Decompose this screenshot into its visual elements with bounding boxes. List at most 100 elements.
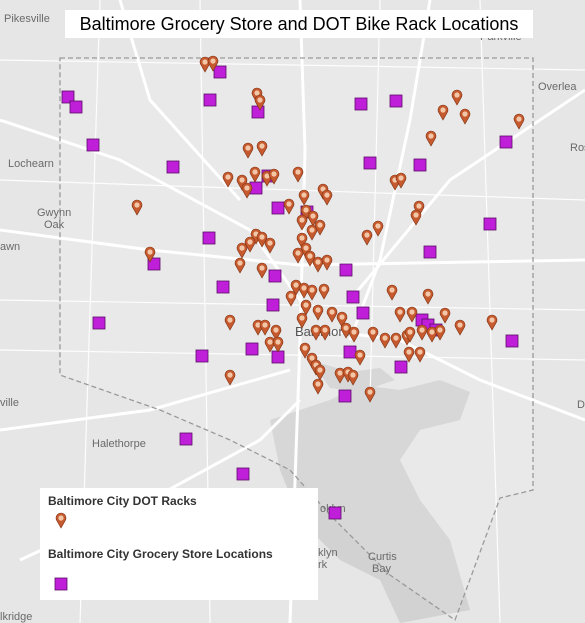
- rack-marker: [486, 314, 498, 331]
- place-label: Bay: [372, 563, 391, 575]
- rack-pin-center: [310, 213, 316, 219]
- rack-pin-center: [299, 217, 305, 223]
- rack-pin-center: [357, 352, 363, 358]
- rack-marker: [372, 220, 384, 237]
- legend-box: [40, 488, 318, 600]
- rack-pin-center: [227, 317, 233, 323]
- grocery-marker: [251, 105, 265, 119]
- grocery-marker: [203, 93, 217, 107]
- rack-pin-center: [259, 265, 265, 271]
- rack-pin-center: [239, 245, 245, 251]
- rack-pin-center: [202, 59, 208, 65]
- city-boundary: [59, 57, 534, 622]
- rack-pin-center: [273, 327, 279, 333]
- rack-pin-center: [210, 58, 216, 64]
- grocery-marker: [216, 280, 230, 294]
- rack-marker: [321, 254, 333, 271]
- rack-marker: [513, 113, 525, 130]
- legend-grocery-icon: [54, 577, 68, 591]
- rack-pin-center: [489, 317, 495, 323]
- rack-pin-center: [245, 145, 251, 151]
- rack-marker: [300, 242, 312, 259]
- rack-pin-center: [457, 322, 463, 328]
- rack-marker: [314, 364, 326, 381]
- rack-pin-center: [442, 310, 448, 316]
- rack-marker: [307, 210, 319, 227]
- rack-pin-center: [440, 107, 446, 113]
- place-label: Gwynn: [37, 207, 71, 219]
- grocery-marker: [268, 269, 282, 283]
- rack-marker: [318, 283, 330, 300]
- rack-pin-center: [303, 302, 309, 308]
- grocery-marker: [483, 217, 497, 231]
- rack-pin-center: [259, 234, 265, 240]
- grocery-marker: [354, 97, 368, 111]
- rack-marker: [224, 314, 236, 331]
- grocery-marker: [266, 298, 280, 312]
- rack-marker: [403, 346, 415, 363]
- grocery-marker: [328, 506, 342, 520]
- rack-pin-center: [370, 329, 376, 335]
- rack-pin-center: [309, 355, 315, 361]
- rack-layer: [131, 55, 525, 403]
- rack-marker: [268, 168, 280, 185]
- road: [0, 368, 291, 432]
- rack-marker: [425, 130, 437, 147]
- rack-marker: [321, 189, 333, 206]
- grocery-marker: [245, 342, 259, 356]
- rack-marker: [434, 324, 446, 341]
- legend-rack-icon: [55, 512, 67, 529]
- rack-pin-center: [364, 232, 370, 238]
- rack-pin-center: [225, 174, 231, 180]
- rack-pin-center: [462, 111, 468, 117]
- rack-marker: [410, 209, 422, 226]
- rack-pin-center: [429, 329, 435, 335]
- rack-pin-center: [313, 327, 319, 333]
- rack-pin-center: [454, 92, 460, 98]
- rack-marker: [306, 224, 318, 241]
- rack-pin-center: [329, 309, 335, 315]
- rack-pin-center: [301, 285, 307, 291]
- grocery-marker: [343, 345, 357, 359]
- map-title: Baltimore Grocery Store and DOT Bike Rac…: [80, 14, 519, 34]
- rack-pin-center: [437, 327, 443, 333]
- rack-marker: [300, 204, 312, 221]
- rack-marker: [241, 182, 253, 199]
- rack-pin-center: [259, 143, 265, 149]
- rack-pin-center: [295, 250, 301, 256]
- rack-pin-center: [254, 90, 260, 96]
- rack-pin-center: [307, 253, 313, 259]
- rack-pin-center: [239, 177, 245, 183]
- rack-marker: [296, 312, 308, 329]
- grocery-marker: [505, 334, 519, 348]
- rack-pin-center: [406, 349, 412, 355]
- grocery-marker: [166, 160, 180, 174]
- rack-pin-center: [299, 235, 305, 241]
- grocery-marker: [363, 156, 377, 170]
- rack-marker: [414, 346, 426, 363]
- rack-marker: [283, 198, 295, 215]
- rack-marker: [312, 378, 324, 395]
- rack-pin-center: [315, 259, 321, 265]
- rack-pin-center: [301, 192, 307, 198]
- grocery-marker: [346, 290, 360, 304]
- rack-marker: [236, 174, 248, 191]
- rack-marker: [437, 104, 449, 121]
- rack-pin-center: [247, 239, 253, 245]
- grocery-marker: [413, 158, 427, 172]
- rack-pin-center: [257, 97, 263, 103]
- rack-pin-center: [350, 372, 356, 378]
- rack-pin-center: [309, 287, 315, 293]
- rack-marker: [292, 166, 304, 183]
- place-label: ville: [0, 397, 19, 409]
- rack-marker: [131, 199, 143, 216]
- place-label: Pikesville: [4, 13, 50, 25]
- place-label: Overlea: [538, 81, 577, 93]
- grocery-marker: [213, 65, 227, 79]
- rack-marker: [224, 369, 236, 386]
- rack-pin-center: [286, 201, 292, 207]
- grocery-marker: [394, 360, 408, 374]
- rack-marker: [144, 246, 156, 263]
- rack-pin-center: [324, 257, 330, 263]
